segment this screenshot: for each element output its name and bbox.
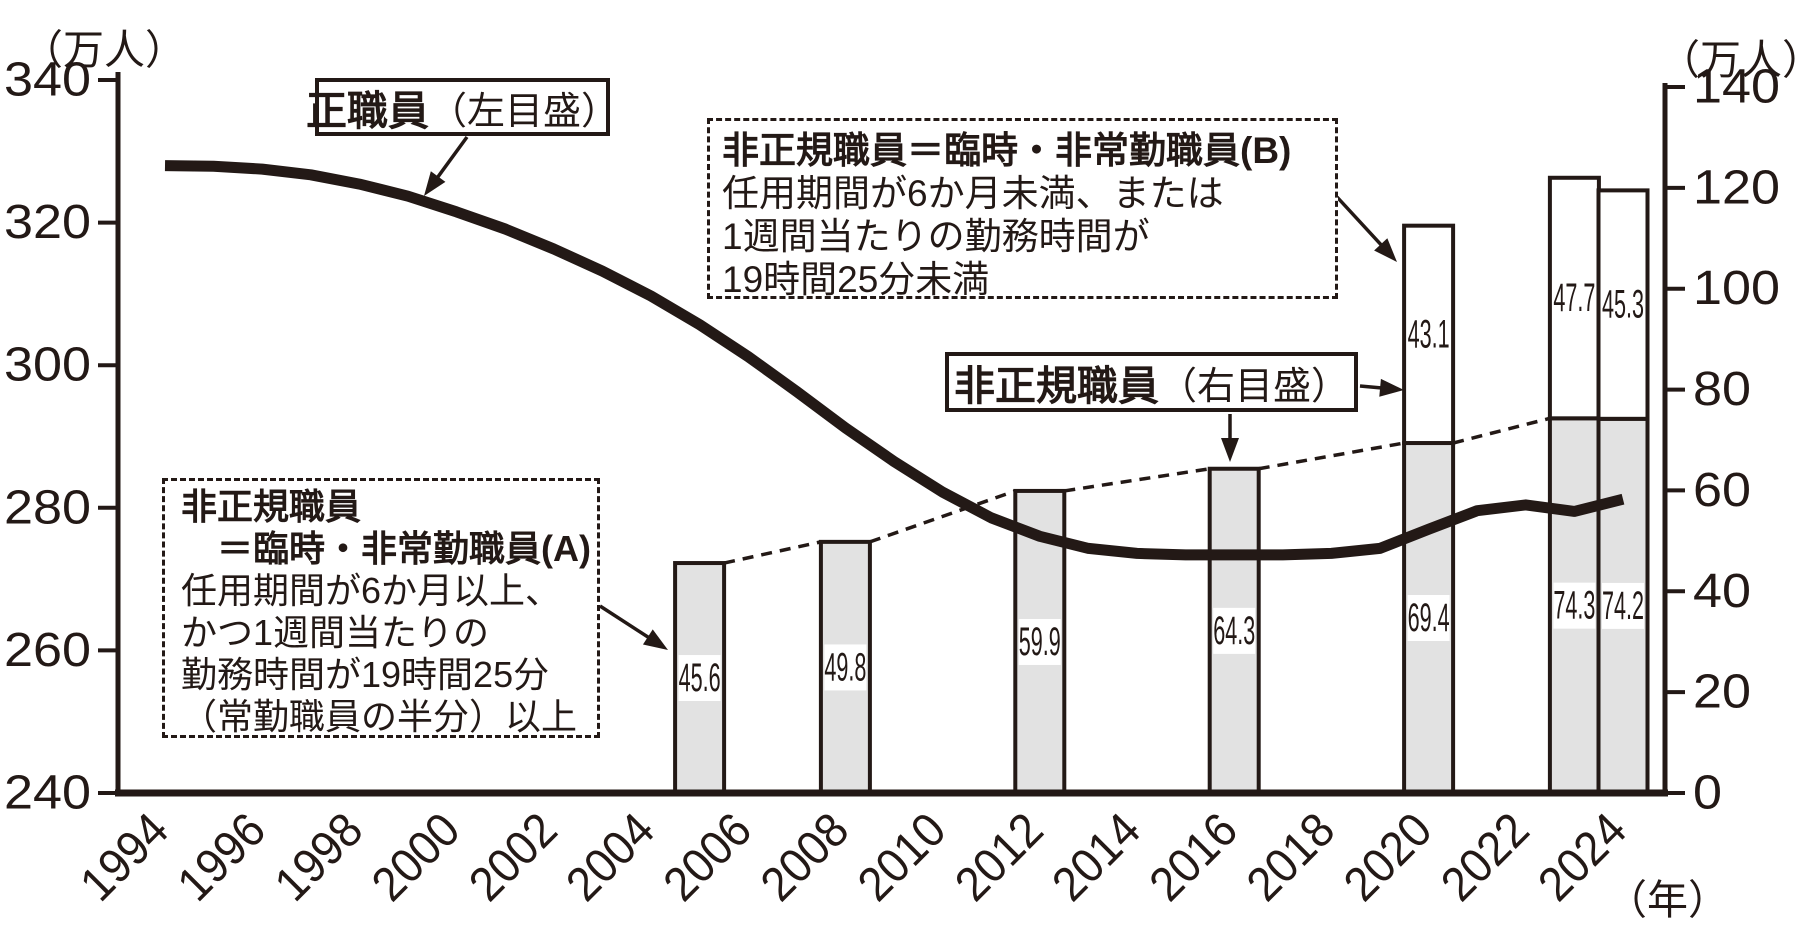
left-axis-unit-label: （万人） [22, 27, 186, 73]
callout-arrow-line-label-head [424, 171, 446, 196]
x-axis-tick-label: 2020 [1334, 803, 1442, 911]
x-axis-tick-label: 2022 [1431, 803, 1539, 911]
right-axis-tick-label: 0 [1693, 767, 1722, 820]
bar-value-chip-2020 [1407, 595, 1450, 642]
trend-dashed-line [869, 489, 1016, 544]
trend-dashed-line [723, 540, 822, 565]
x-axis-tick-label: 2004 [557, 803, 665, 911]
left-axis-tick-label: 260 [4, 624, 91, 677]
definition-b-line: 任用期間が6か月未満、または [722, 173, 1224, 214]
callout-arrow-box-a [599, 604, 654, 642]
callout-arrow-line-label [433, 135, 469, 183]
definition-a-line: 勤務時間が19時間25分 [181, 654, 550, 695]
callout-arrow-box-a-head [642, 629, 668, 650]
definition-a-line: かつ1週間当たりの [181, 612, 490, 653]
x-axis-tick-label: 2008 [751, 803, 859, 911]
callout-arrow-bar-label-down-head [1221, 438, 1239, 462]
definition-b-line: 19時間25分未満 [722, 259, 990, 300]
bar-value-a-2016: 64.3 [1213, 609, 1255, 653]
x-axis-tick-label: 2010 [848, 803, 956, 911]
definition-a-line: 任用期間が6か月以上、 [181, 570, 562, 611]
bar-value-b-2023: 47.7 [1553, 276, 1595, 320]
bar-value-chip-2023 [1553, 582, 1596, 629]
bar-value-b-2024: 45.3 [1602, 283, 1644, 327]
left-axis-tick-label: 320 [4, 196, 91, 249]
bar-value-a-2008: 49.8 [824, 645, 866, 689]
left-axis-tick-label: 300 [4, 339, 91, 392]
line-series-callout: 正職員 （左目盛） [306, 78, 619, 136]
x-axis-tick-label: 2000 [362, 803, 470, 911]
bar-value-chip-2012 [1018, 618, 1061, 665]
bar-value-a-2005: 45.6 [679, 656, 721, 700]
x-axis-tick-label: 2018 [1237, 803, 1345, 911]
definition-a-line: （常勤職員の半分）以上 [181, 696, 578, 737]
definition-box-b: 非正規職員＝臨時・非常勤職員(B) 任用期間が6か月未満、または 1週間当たりの… [707, 118, 1338, 300]
x-axis-unit-label: （年） [1606, 877, 1729, 923]
trend-dashed-line [1064, 467, 1210, 493]
right-axis-tick-label: 60 [1693, 464, 1751, 517]
bar-value-a-2012: 59.9 [1019, 620, 1061, 664]
right-axis-tick-label: 140 [1693, 61, 1780, 114]
bar-series-name: 非正規職員 [953, 363, 1159, 409]
trend-dashed-line [1452, 416, 1551, 445]
left-axis-tick-label: 280 [4, 481, 91, 534]
trend-dashed-line [1258, 441, 1405, 471]
bar-series-callout: 非正規職員 （右目盛） [945, 352, 1358, 412]
bar-value-chip-2005 [678, 655, 721, 702]
bar-segment-b-2024 [1596, 188, 1650, 421]
bar-series-scale-note: （右目盛） [1158, 365, 1349, 408]
line-series-name: 正職員 [306, 88, 429, 134]
x-axis-tick-label: 2016 [1140, 803, 1248, 911]
right-axis-tick-label: 40 [1693, 565, 1751, 618]
right-axis-tick-label: 120 [1693, 161, 1780, 214]
definition-a-title: 非正規職員 [181, 486, 362, 527]
x-axis-tick-label: 2014 [1043, 803, 1151, 911]
right-axis-tick-label: 80 [1693, 363, 1751, 416]
bar-value-b-2020: 43.1 [1408, 312, 1450, 356]
x-axis-tick-label: 2006 [654, 803, 762, 911]
regular-staff-line [164, 160, 1625, 561]
right-axis-tick-label: 20 [1693, 666, 1751, 719]
line-series-scale-note: （左目盛） [429, 90, 620, 133]
x-axis-tick-label: 1994 [71, 803, 179, 911]
callout-arrow-box-b-head [1374, 238, 1397, 262]
definition-b-line: 1週間当たりの勤務時間が [722, 216, 1150, 257]
bar-value-chip-2016 [1213, 607, 1256, 654]
bar-value-a-2020: 69.4 [1408, 596, 1450, 640]
right-axis-unit-label: （万人） [1659, 37, 1818, 83]
right-axis-tick-label: 100 [1693, 262, 1780, 315]
bar-value-chip-2024 [1602, 582, 1644, 629]
callout-arrow-bar-label-right-head [1379, 378, 1404, 397]
bar-value-a-2024: 74.2 [1602, 584, 1644, 628]
definition-box-a: 非正規職員 ＝臨時・非常勤職員(A) 任用期間が6か月以上、 かつ1週間当たりの… [162, 478, 600, 738]
bar-segment-b-2020 [1402, 223, 1456, 446]
x-axis-tick-label: 2012 [945, 803, 1053, 911]
bar-value-chip-2008 [824, 644, 867, 691]
left-axis-tick-label: 340 [4, 54, 91, 107]
x-axis-tick-label: 2002 [459, 803, 567, 911]
left-axis-tick-label: 240 [4, 767, 91, 820]
definition-b-title: 非正規職員＝臨時・非常勤職員(B) [722, 130, 1292, 171]
x-axis-tick-label: 1996 [168, 803, 276, 911]
x-axis-tick-label: 1998 [265, 803, 373, 911]
definition-a-title2: ＝臨時・非常勤職員(A) [181, 528, 591, 569]
callout-arrow-box-b [1335, 195, 1387, 250]
bar-value-a-2023: 74.3 [1553, 584, 1595, 628]
